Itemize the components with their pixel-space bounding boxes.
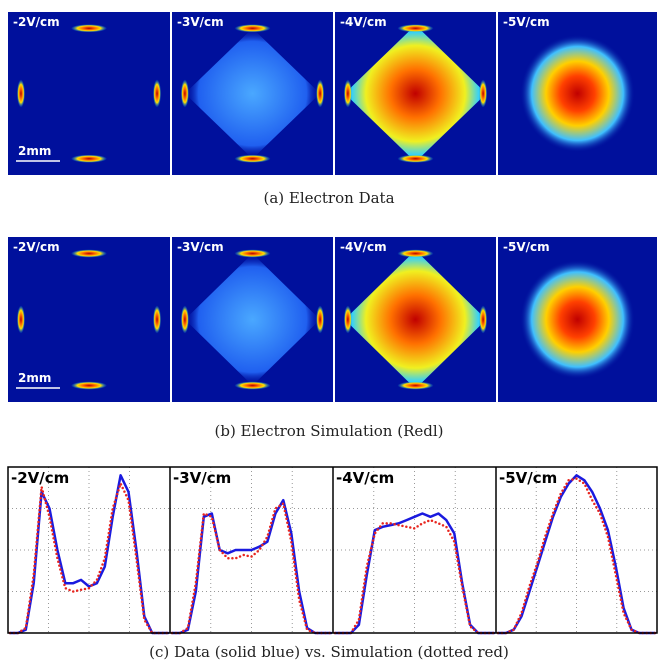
scale-label: 2mm	[18, 144, 51, 158]
heat-spot	[153, 79, 162, 108]
heat-diamond	[344, 250, 487, 389]
heat-spot	[16, 305, 25, 334]
panel-label: -5V/cm	[503, 15, 550, 29]
heat-spot	[479, 305, 488, 334]
data-line	[170, 498, 333, 635]
heat-spot	[71, 381, 107, 390]
panel-label: -5V/cm	[499, 469, 557, 487]
panel-label: -5V/cm	[503, 240, 550, 254]
heat-spot	[234, 381, 271, 390]
caption: (a) Electron Data	[263, 189, 394, 207]
heat-spot	[71, 154, 107, 163]
heat-spot	[397, 249, 434, 258]
heat-spot	[16, 79, 25, 108]
heat-spot	[343, 79, 352, 108]
heat-core	[520, 260, 635, 379]
heat-spot	[343, 305, 352, 334]
heat-spot	[397, 381, 434, 390]
panel-label: -4V/cm	[340, 240, 387, 254]
heat-spot	[397, 24, 434, 33]
panel-label: -2V/cm	[13, 15, 60, 29]
heatmap	[8, 12, 170, 175]
heat-spot	[234, 154, 271, 163]
heat-spot	[479, 79, 488, 108]
simulation-line	[496, 477, 657, 635]
heatmap	[8, 237, 170, 402]
heat-spot	[71, 24, 107, 33]
panel-label: -3V/cm	[177, 240, 224, 254]
heat-diamond	[344, 25, 487, 162]
heat-spot	[71, 249, 107, 258]
simulation-line	[333, 518, 496, 635]
scale-label: 2mm	[18, 371, 51, 385]
panel-label: -2V/cm	[13, 240, 60, 254]
heat-diamond	[184, 28, 321, 159]
heat-spot	[234, 24, 271, 33]
panel-label: -3V/cm	[177, 15, 224, 29]
heat-spot	[234, 249, 271, 258]
plot-frame	[7, 466, 658, 634]
heat-diamond	[184, 253, 321, 386]
heat-spot	[316, 79, 325, 108]
heat-spot	[180, 305, 189, 334]
heat-core	[520, 34, 635, 153]
heat-spot	[316, 305, 325, 334]
panel-label: -4V/cm	[336, 469, 394, 487]
heat-spot	[397, 154, 434, 163]
simulation-line	[170, 502, 333, 635]
panel-label: -4V/cm	[340, 15, 387, 29]
data-line	[8, 474, 170, 635]
heat-spot	[180, 79, 189, 108]
data-line	[496, 474, 657, 635]
heat-spot	[153, 305, 162, 334]
caption: (b) Electron Simulation (Redl)	[214, 422, 443, 440]
simulation-line	[8, 482, 170, 635]
caption: (c) Data (solid blue) vs. Simulation (do…	[149, 643, 509, 661]
panel-label: -2V/cm	[11, 469, 69, 487]
panel-label: -3V/cm	[173, 469, 231, 487]
